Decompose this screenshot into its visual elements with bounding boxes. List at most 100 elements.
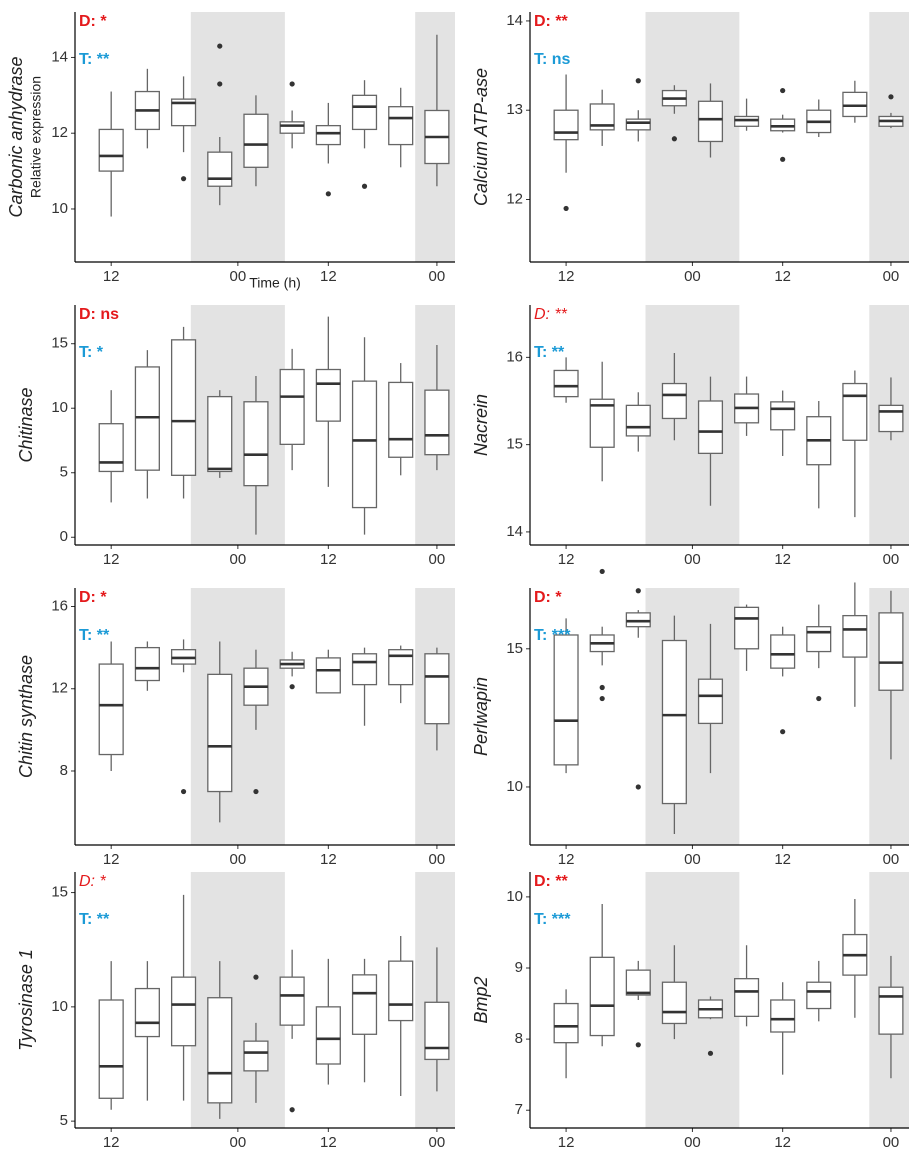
x-tick-label: 00: [230, 851, 247, 868]
box: [553, 1002, 579, 1044]
d-label: D: *: [534, 589, 562, 606]
x-tick-label: 00: [684, 551, 701, 568]
box: [134, 987, 160, 1038]
panel: 5 10 15 12 00 12 00 Tyrosinase 1 D: * T: **: [16, 872, 455, 1151]
box: [170, 98, 197, 127]
night-shade: [190, 12, 285, 262]
y-axis-title: Bmp2: [471, 976, 491, 1023]
box: [315, 368, 341, 422]
x-tick-label: 00: [230, 1134, 247, 1150]
box: [243, 401, 269, 487]
box: [98, 423, 124, 473]
box: [553, 634, 579, 766]
box: [697, 400, 724, 455]
t-label: T: **: [79, 51, 110, 68]
y-axis-title: Chitinase: [16, 387, 36, 462]
x-tick-label: 12: [320, 851, 337, 868]
x-tick-label: 00: [883, 551, 900, 568]
outlier: [635, 1042, 641, 1048]
y-tick-label: 16: [51, 597, 68, 614]
outlier: [816, 695, 822, 702]
box: [98, 999, 124, 1099]
outlier: [888, 94, 894, 100]
outlier: [599, 568, 605, 575]
night-shade: [645, 872, 740, 1128]
outlier: [707, 1050, 714, 1056]
box: [806, 626, 832, 653]
box: [625, 969, 651, 996]
box: [589, 956, 615, 1037]
box: [553, 369, 579, 398]
night-shade: [645, 305, 740, 545]
box: [770, 999, 796, 1033]
y-tick-label: 10: [51, 200, 68, 217]
d-label: D: *: [79, 873, 106, 890]
d-label: D: *: [79, 13, 107, 30]
box: [388, 649, 414, 686]
y-tick-label: 16: [506, 348, 523, 365]
y-tick-label: 13: [506, 101, 523, 118]
d-label: D: **: [534, 306, 568, 323]
y-tick-label: 12: [506, 190, 523, 207]
panel: 8 12 16 12 00 12 00 Chitin synthase D: * T: **: [16, 588, 455, 868]
x-tick-label: 00: [429, 851, 446, 868]
y-tick-label: 0: [60, 528, 68, 545]
y-axis-title: Nacrein: [471, 394, 491, 456]
box: [734, 606, 760, 650]
box: [207, 395, 233, 473]
box: [625, 404, 651, 437]
box: [661, 382, 687, 420]
x-tick-label: 12: [774, 268, 791, 285]
night-shade: [415, 872, 455, 1128]
x-tick-label: 12: [320, 1134, 337, 1150]
x-tick-label: 12: [103, 268, 120, 285]
outlier: [253, 974, 259, 980]
box: [279, 121, 305, 134]
x-tick-label: 12: [774, 851, 791, 868]
x-tick-label: 00: [429, 551, 446, 568]
outlier: [599, 695, 605, 702]
y-axis-subtitle: Relative expression: [28, 76, 44, 198]
outlier: [599, 684, 605, 691]
panel: 14 15 16 12 00 12 00 Nacrein D: ** T: **: [471, 305, 909, 568]
outlier: [671, 136, 677, 142]
panel: 10 12 14 12 00 12 00 Carbonic anhydrase Relative…: [6, 12, 455, 291]
panel: 10 15 12 00 12 00 Perlwapin D: * T: ***: [471, 568, 909, 868]
outlier: [635, 784, 641, 790]
t-label: T: **: [534, 344, 565, 361]
y-axis-title: Chitin synthase: [16, 655, 36, 778]
box: [424, 1001, 450, 1061]
d-label: D: *: [79, 589, 107, 606]
box: [625, 612, 651, 628]
x-tick-label: 00: [883, 1134, 900, 1150]
box: [842, 614, 868, 658]
x-tick-label: 12: [558, 1134, 575, 1150]
box: [770, 634, 796, 669]
outlier: [217, 81, 223, 87]
y-axis-title: Perlwapin: [471, 677, 491, 756]
outlier: [635, 588, 641, 594]
x-tick-label: 12: [558, 851, 575, 868]
box: [878, 986, 904, 1035]
box: [770, 118, 796, 132]
box: [388, 106, 414, 146]
box: [878, 404, 904, 433]
box: [315, 124, 341, 146]
box: [734, 115, 760, 127]
box: [878, 612, 904, 691]
x-tick-label: 12: [103, 1134, 120, 1150]
y-tick-label: 5: [60, 464, 68, 481]
outlier: [780, 156, 786, 162]
x-tick-label: 00: [230, 551, 247, 568]
box: [207, 151, 233, 187]
x-tick-label: 12: [103, 551, 120, 568]
outlier: [253, 788, 259, 795]
box: [697, 100, 724, 143]
x-tick-label: 12: [774, 551, 791, 568]
box: [589, 103, 615, 131]
panel: 0 5 10 15 12 00 12 00 Chitinase D: ns T: *: [16, 305, 455, 568]
outlier: [780, 729, 786, 735]
box: [170, 976, 197, 1047]
t-label: T: ns: [534, 51, 571, 68]
